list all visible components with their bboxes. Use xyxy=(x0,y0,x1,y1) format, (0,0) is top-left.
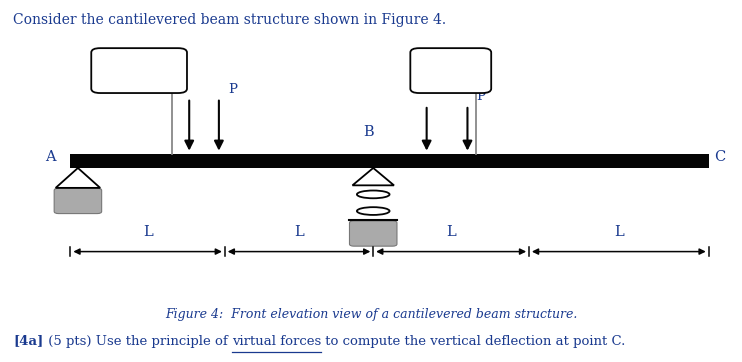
Text: Figure 4:  Front elevation view of a cantilevered beam structure.: Figure 4: Front elevation view of a cant… xyxy=(165,308,577,321)
FancyBboxPatch shape xyxy=(91,48,187,93)
Text: EI: EI xyxy=(442,64,459,77)
FancyBboxPatch shape xyxy=(349,221,397,246)
Text: L: L xyxy=(614,225,624,239)
Text: P: P xyxy=(476,90,485,103)
Text: (5 pts) Use the principle of: (5 pts) Use the principle of xyxy=(44,334,232,348)
Text: 2EI: 2EI xyxy=(126,64,152,77)
Text: virtual forces: virtual forces xyxy=(232,334,321,348)
Bar xyxy=(70,154,709,168)
Text: Consider the cantilevered beam structure shown in Figure 4.: Consider the cantilevered beam structure… xyxy=(13,13,447,27)
Text: P: P xyxy=(228,83,237,96)
Text: L: L xyxy=(294,225,304,239)
Text: L: L xyxy=(446,225,456,239)
FancyBboxPatch shape xyxy=(54,188,102,214)
FancyBboxPatch shape xyxy=(410,48,491,93)
Text: to compute the vertical deflection at point C.: to compute the vertical deflection at po… xyxy=(321,334,626,348)
Text: [4a]: [4a] xyxy=(13,334,44,348)
Text: A: A xyxy=(45,151,56,164)
Text: C: C xyxy=(715,151,726,164)
Text: B: B xyxy=(364,125,374,139)
Text: L: L xyxy=(142,225,153,239)
